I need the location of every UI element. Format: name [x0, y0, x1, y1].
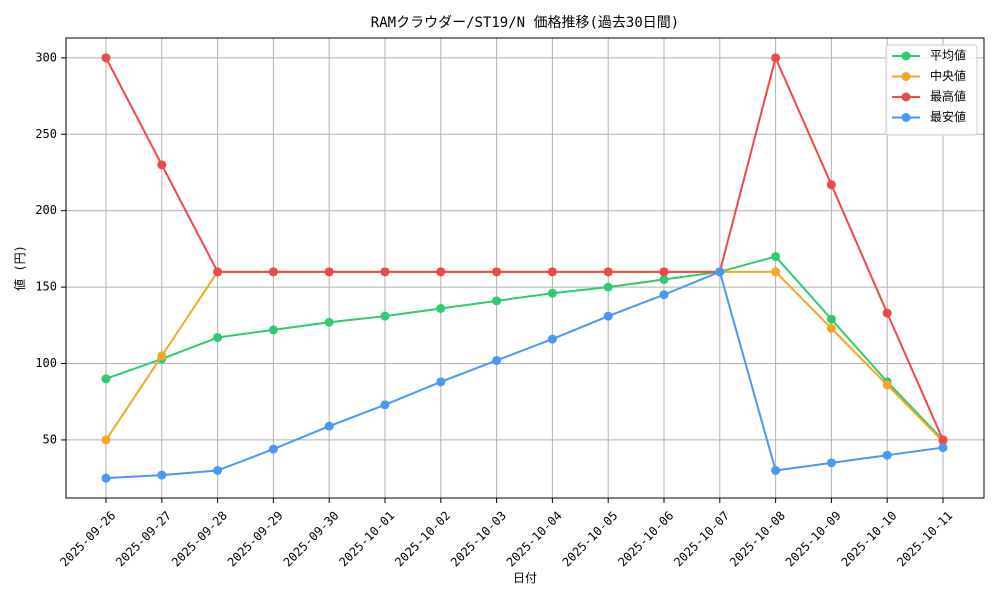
data-point — [101, 473, 111, 483]
data-point — [826, 314, 836, 324]
x-tick-label: 2025-10-04 — [504, 508, 565, 569]
legend-marker — [901, 51, 911, 61]
plot-frame — [65, 37, 985, 499]
x-axis-title: 日付 — [513, 571, 537, 585]
data-point — [436, 377, 446, 387]
legend-item: 平均値 — [892, 48, 966, 63]
data-point — [436, 303, 446, 313]
x-tick-label: 2025-10-09 — [783, 508, 844, 569]
legend-label: 最安値 — [930, 109, 966, 124]
series-layer — [101, 53, 948, 483]
data-point — [715, 267, 725, 277]
data-point — [213, 465, 223, 475]
y-tick-label: 250 — [35, 127, 57, 141]
y-axis-title: 値 (円) — [12, 245, 27, 291]
data-point — [268, 325, 278, 335]
data-point — [268, 444, 278, 454]
series-line — [105, 270, 944, 480]
x-tick-label: 2025-09-27 — [113, 508, 174, 569]
data-point — [826, 458, 836, 468]
data-point — [659, 267, 669, 277]
data-point — [157, 470, 167, 480]
data-point — [101, 374, 111, 384]
x-tick-label: 2025-10-01 — [336, 508, 397, 569]
data-point — [882, 380, 892, 390]
legend-box — [885, 44, 978, 136]
legend-item: 最高値 — [892, 89, 966, 104]
legend-marker — [901, 113, 911, 122]
y-tick-label: 50 — [43, 432, 57, 446]
legend-marker — [901, 92, 911, 102]
legend-item: 最安値 — [892, 109, 966, 124]
x-tick-label: 2025-10-08 — [727, 508, 788, 569]
x-tick-label: 2025-10-07 — [671, 508, 732, 569]
data-point — [659, 290, 669, 300]
series-line — [105, 255, 944, 441]
data-point — [547, 288, 557, 298]
data-point — [436, 267, 446, 277]
data-point — [157, 160, 167, 170]
data-point — [324, 317, 334, 327]
x-tick-label: 2025-09-28 — [169, 508, 230, 569]
data-point — [938, 443, 948, 453]
chart-title: RAMクラウダー/ST19/N 価格推移(過去30日間) — [371, 15, 679, 31]
x-tick-label: 2025-10-06 — [615, 508, 676, 569]
data-point — [492, 267, 502, 277]
data-point — [268, 267, 278, 277]
data-point — [882, 308, 892, 318]
y-tick-label: 200 — [35, 203, 57, 217]
data-point — [826, 323, 836, 333]
data-point — [157, 351, 167, 361]
x-tick-label: 2025-10-03 — [448, 508, 509, 569]
legend-label: 中央値 — [930, 68, 966, 83]
x-tick-label: 2025-10-10 — [839, 508, 900, 569]
data-point — [603, 282, 613, 292]
data-point — [101, 53, 111, 63]
data-point — [826, 180, 836, 190]
data-point — [771, 53, 781, 63]
data-point — [938, 435, 948, 445]
data-point — [213, 267, 223, 277]
legend-item: 中央値 — [892, 68, 966, 83]
x-tick-label: 2025-09-26 — [57, 508, 118, 569]
x-tick-label: 2025-09-29 — [225, 508, 286, 569]
data-point — [324, 421, 334, 431]
data-point — [380, 311, 390, 321]
data-point — [492, 355, 502, 365]
x-tick-label: 2025-10-05 — [560, 508, 621, 569]
plot-area — [66, 38, 984, 498]
data-point — [324, 267, 334, 277]
data-point — [492, 296, 502, 306]
series-line — [105, 56, 944, 441]
data-point — [771, 252, 781, 262]
x-tick-label: 2025-09-30 — [281, 508, 342, 569]
data-point — [547, 267, 557, 277]
legend-label: 平均値 — [930, 48, 966, 63]
data-point — [882, 450, 892, 460]
data-point — [380, 400, 390, 410]
y-tick-label: 100 — [35, 356, 57, 370]
data-point — [659, 274, 669, 284]
y-tick-label: 300 — [35, 50, 57, 64]
data-point — [603, 311, 613, 321]
data-point — [213, 333, 223, 343]
x-tick-label: 2025-10-11 — [894, 508, 955, 569]
data-point — [771, 465, 781, 475]
x-tick-label: 2025-10-02 — [392, 508, 453, 569]
y-tick-label: 150 — [35, 280, 57, 294]
data-point — [603, 267, 613, 277]
data-point — [380, 267, 390, 277]
legend-marker — [901, 72, 911, 81]
data-point — [101, 435, 111, 445]
data-point — [771, 267, 781, 277]
series-3 — [101, 267, 948, 483]
legend-label: 最高値 — [930, 89, 966, 104]
data-point — [547, 334, 557, 344]
